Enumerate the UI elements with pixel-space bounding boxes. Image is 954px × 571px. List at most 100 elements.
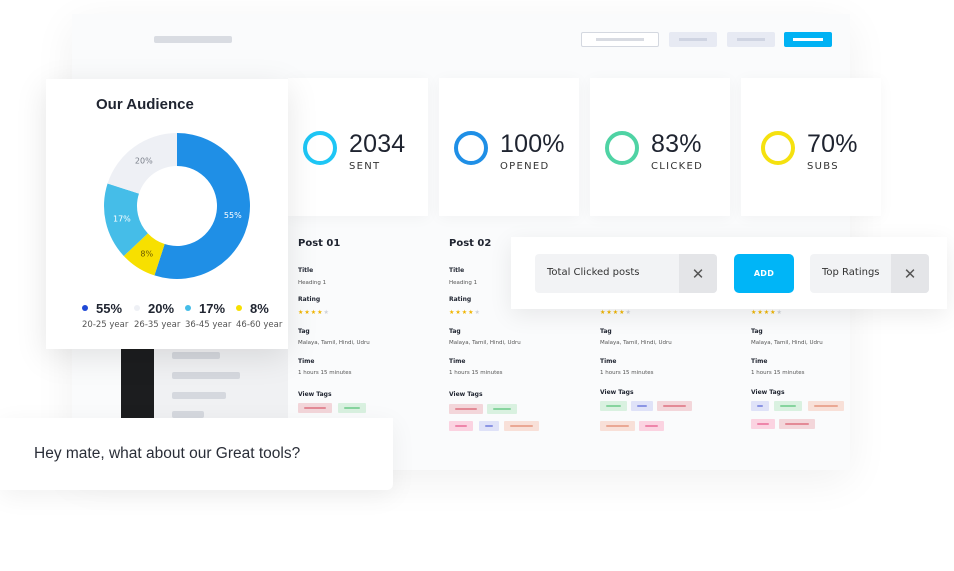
tag-chip[interactable] [808,401,844,411]
field-label: Tag [298,328,310,335]
donut-slice-label: 20% [135,156,153,165]
sidebar-menu-item[interactable] [172,392,226,399]
legend-item: 20% 26-35 year [134,301,190,330]
sidebar-menu-item[interactable] [172,411,204,418]
sidebar-menu-item[interactable] [172,372,240,379]
rating-on: ★★★★ [298,309,324,316]
field-label: Tag [751,328,763,335]
legend-percent: 8% [250,301,269,316]
progress-ring-icon [303,131,337,165]
sidebar-dark-strip [121,348,154,418]
toolbar-primary-button[interactable] [784,32,832,47]
donut-slice [154,133,251,279]
field-label: Rating [449,296,472,303]
tag-chip[interactable] [774,401,802,411]
toolbar-tertiary-button[interactable] [727,32,775,47]
progress-ring-icon [761,131,795,165]
post-title: Post 02 [449,238,492,249]
rating-stars-icon: ★★★★★ [449,309,481,316]
field-label: View Tags [298,391,332,398]
audience-card: Our Audience 55% 8% 17% 20% 55% 20-25 year … [46,79,288,349]
field-value: Heading 1 [449,280,478,286]
rating-off: ★ [323,309,330,316]
tag-chip[interactable] [504,421,539,431]
tag-chip[interactable] [487,404,517,414]
post-card[interactable]: ★★★★★ Tag Malaya, Tamil, Hindi, Udru Tim… [600,238,740,438]
post-card[interactable]: ★★★★★ Tag Malaya, Tamil, Hindi, Udru Tim… [751,238,891,438]
stat-value: 83% [651,130,702,158]
field-label: Title [449,267,465,274]
post-card[interactable]: Post 02 Title Heading 1 Rating ★★★★★ Tag… [449,238,589,438]
field-value: Malaya, Tamil, Hindi, Udru [751,340,823,346]
tag-chip[interactable] [338,403,366,413]
close-icon[interactable]: ✕ [891,254,929,293]
tag-chip[interactable] [600,421,635,431]
donut-slice [107,133,177,194]
progress-ring-icon [605,131,639,165]
tag-chip[interactable] [449,404,483,414]
rating-on: ★★★★ [600,309,626,316]
tag-chip[interactable] [631,401,653,411]
chip-label: Top Ratings [822,267,880,278]
rating-on: ★★★★ [751,309,777,316]
stat-value: 100% [500,130,565,158]
toolbar-outline-button[interactable] [581,32,659,47]
sidebar-menu-item[interactable] [172,352,220,359]
add-button[interactable]: ADD [734,254,794,293]
rating-stars-icon: ★★★★★ [751,309,783,316]
filter-chip-total-clicked[interactable]: Total Clicked posts ✕ [535,254,717,293]
tag-chip[interactable] [639,421,664,431]
legend-dot-icon [82,305,88,311]
rating-off: ★ [474,309,481,316]
legend-age-range: 36-45 year [185,320,232,330]
donut-slice [104,183,148,256]
legend-age-range: 26-35 year [134,320,181,330]
legend-item: 17% 36-45 year [185,301,241,330]
field-value: 1 hours 15 minutes [298,370,352,376]
field-label: Tag [600,328,612,335]
field-label: Title [298,267,314,274]
tag-chip[interactable] [479,421,499,431]
field-label: Time [751,358,768,365]
tag-chip[interactable] [657,401,692,411]
chat-message: Hey mate, what about our Great tools? [34,445,301,462]
field-label: Time [600,358,617,365]
toolbar-secondary-button[interactable] [669,32,717,47]
chat-bubble: Hey mate, what about our Great tools? [0,418,393,490]
rating-on: ★★★★ [449,309,475,316]
stat-label: CLICKED [651,161,704,172]
stat-card-opened: 100% OPENED [439,78,579,216]
stat-label: SUBS [807,161,839,172]
field-label: View Tags [600,389,634,396]
field-label: Time [449,358,466,365]
field-label: View Tags [449,391,483,398]
chip-label: Total Clicked posts [547,267,640,278]
tag-chip[interactable] [779,419,815,429]
legend-age-range: 20-25 year [82,320,129,330]
stat-card-sent: 2034 SENT [288,78,428,216]
tag-chip[interactable] [298,403,332,413]
rating-stars-icon: ★★★★★ [600,309,632,316]
tag-chip[interactable] [751,419,775,429]
rating-off: ★ [625,309,632,316]
tag-chip[interactable] [751,401,769,411]
stat-value: 70% [807,130,858,158]
post-card[interactable]: Post 01 Title Heading 1 Rating ★★★★★ Tag… [298,238,438,428]
donut-slice [123,233,165,276]
legend-item: 55% 20-25 year [82,301,138,330]
stat-value: 2034 [349,130,406,158]
legend-age-range: 46-60 year [236,320,283,330]
donut-slice-label: 8% [140,250,153,259]
field-label: Tag [449,328,461,335]
filter-chip-top-ratings[interactable]: Top Ratings ✕ [810,254,929,293]
field-value: Malaya, Tamil, Hindi, Udru [449,340,521,346]
sidebar-menu-panel [154,348,288,418]
field-value: 1 hours 15 minutes [600,370,654,376]
close-icon[interactable]: ✕ [679,254,717,293]
stat-label: SENT [349,161,381,172]
tag-chip[interactable] [600,401,627,411]
tag-chip[interactable] [449,421,473,431]
field-value: 1 hours 15 minutes [449,370,503,376]
field-label: Rating [298,296,321,303]
field-value: Heading 1 [298,280,327,286]
